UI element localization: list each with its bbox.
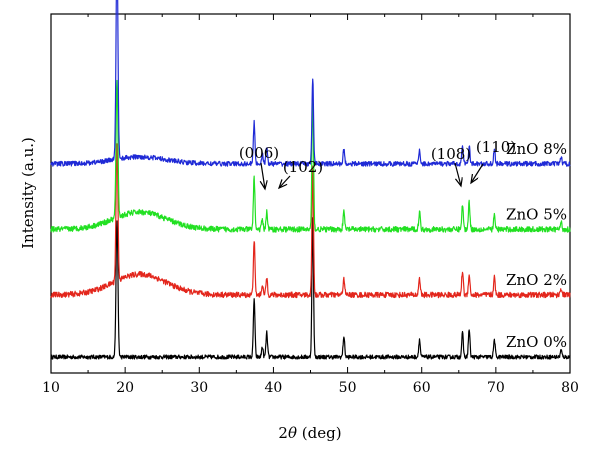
x-tick-label-10: 10 [42,380,60,396]
series-labels: ZnO 0% ZnO 2% ZnO 5% ZnO 8% [506,140,567,351]
x-axis-title: 2θ (deg) [278,424,341,442]
series-label-zno-2: ZnO 2% [506,271,567,289]
series-line-zno-5 [50,79,571,233]
peak-label-110: (110) [476,138,516,156]
x-tick-label-80: 80 [561,380,579,396]
peak-arrow-110 [471,163,484,183]
series-label-zno-0: ZnO 0% [506,333,567,351]
peak-label-006: (006) [239,144,279,162]
x-tick-label-30: 30 [190,380,208,396]
peak-arrow-108 [454,162,461,186]
y-axis-title: Intensity (a.u.) [19,137,37,249]
series-label-zno-8: ZnO 8% [506,140,567,158]
x-tick-label-50: 50 [339,380,357,396]
peak-arrow-102 [279,175,291,188]
x-tick-label-70: 70 [487,380,505,396]
x-tick-label-40: 40 [265,380,283,396]
series-line-zno-0 [50,217,571,360]
x-tick-label-20: 20 [116,380,134,396]
plot-frame [50,13,571,374]
x-axis-ticks: 10 20 30 40 50 60 70 80 [42,14,579,396]
peak-annotations: (006)(102) (108) (110) [239,138,516,189]
series-label-zno-5: ZnO 5% [506,205,567,223]
series-line-zno-2 [50,143,571,299]
peak-label-102: (102) [283,158,323,176]
peak-label-108: (108) [431,145,471,163]
series-group [50,0,571,360]
x-tick-label-60: 60 [413,380,431,396]
series-line-zno-8 [50,0,571,167]
peak-arrow-006 [261,162,265,189]
